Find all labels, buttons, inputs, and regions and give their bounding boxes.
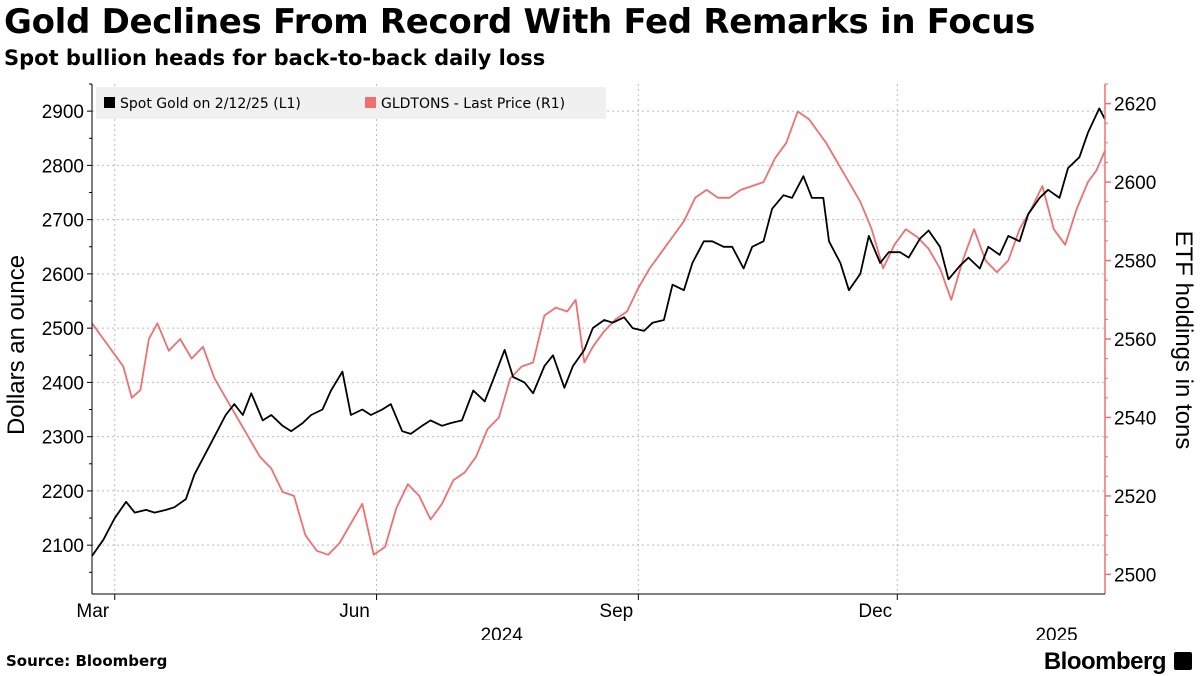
series-line-spot-gold <box>91 107 1106 557</box>
x-tick-label: Mar <box>76 601 109 622</box>
y-left-tick-label: 2800 <box>42 156 84 177</box>
y-right-tick-label: 2600 <box>1114 173 1156 194</box>
x-tick-label: Dec <box>858 601 892 622</box>
y-right-tick-label: 2580 <box>1114 252 1156 273</box>
y-right-tick-label: 2500 <box>1114 565 1156 586</box>
terminal-icon <box>1174 652 1192 670</box>
x-year-label: 2024 <box>481 625 524 640</box>
x-tick-label: Jun <box>339 601 370 622</box>
y-left-tick-label: 2700 <box>42 211 84 232</box>
legend-swatch-spot-gold <box>104 97 115 108</box>
line-chart: 2100 2200 2300 2400 2500 2600 2700 2800 2900 2500… <box>3 83 1197 640</box>
y-axis-left-title: Dollars an ounce <box>3 255 30 435</box>
y-left-tick-label: 2400 <box>42 373 84 394</box>
y-right-tick-label: 2620 <box>1114 95 1156 116</box>
chart-legend: Spot Gold on 2/12/25 (L1) GLDTONS - Last … <box>96 87 606 119</box>
legend-label-spot-gold: Spot Gold on 2/12/25 (L1) <box>120 96 301 112</box>
axes: 2100 2200 2300 2400 2500 2600 2700 2800 2900 2500… <box>42 83 1156 640</box>
legend-swatch-gldtons <box>365 97 376 108</box>
y-left-tick-label: 2100 <box>42 536 84 557</box>
y-left-tick-label: 2900 <box>42 102 84 123</box>
x-tick-label: Sep <box>599 601 633 622</box>
y-left-tick-label: 2500 <box>42 319 84 340</box>
x-year-label: 2025 <box>1035 625 1077 640</box>
y-left-tick-label: 2200 <box>42 482 84 503</box>
source-note: Source: Bloomberg <box>6 652 168 670</box>
series-layer <box>91 107 1106 557</box>
y-right-tick-label: 2520 <box>1114 487 1156 508</box>
y-right-tick-label: 2560 <box>1114 330 1156 351</box>
legend-background <box>96 87 606 119</box>
brand-logo: Bloomberg <box>1043 648 1167 675</box>
y-left-tick-label: 2600 <box>42 265 84 286</box>
y-left-tick-label: 2300 <box>42 428 84 449</box>
chart-subtitle: Spot bullion heads for back-to-back dail… <box>4 46 546 70</box>
y-right-tick-label: 2540 <box>1114 408 1156 429</box>
y-axis-right-title: ETF holdings in tons <box>1170 231 1197 450</box>
series-line-gldtons <box>91 110 1106 556</box>
chart-title: Gold Declines From Record With Fed Remar… <box>4 2 1036 42</box>
legend-label-gldtons: GLDTONS - Last Price (R1) <box>381 96 565 112</box>
